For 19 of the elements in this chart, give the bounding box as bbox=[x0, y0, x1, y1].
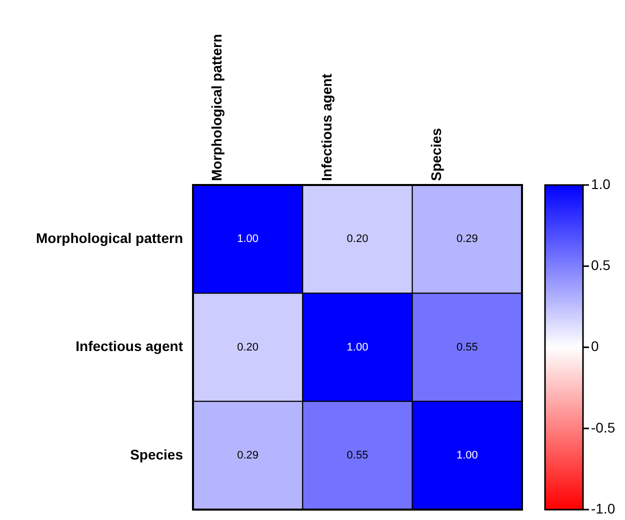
color-bar-label: 1.0 bbox=[591, 176, 611, 192]
color-bar-label: -1.0 bbox=[591, 500, 616, 516]
data-label: 0.20 bbox=[237, 341, 259, 354]
data-label: 0.20 bbox=[346, 233, 368, 246]
color-bar-label: 0 bbox=[591, 338, 599, 354]
y-tick-label: Infectious agent bbox=[76, 338, 184, 354]
color-bar-label: -0.5 bbox=[591, 419, 616, 436]
y-tick-label: Morphological pattern bbox=[36, 230, 183, 246]
data-label: 0.29 bbox=[237, 450, 259, 462]
x-tick-label: Infectious agent bbox=[318, 73, 334, 181]
data-label: 1.00 bbox=[237, 233, 259, 246]
data-label: 0.29 bbox=[456, 233, 478, 246]
data-label: 1.00 bbox=[346, 341, 368, 354]
data-label: 0.55 bbox=[346, 450, 368, 462]
data-label: 0.55 bbox=[456, 341, 478, 354]
color-bar-label: 0.5 bbox=[591, 257, 611, 274]
x-tick-label: Species bbox=[428, 128, 444, 181]
y-tick-label: Species bbox=[130, 446, 184, 462]
data-label: 1.00 bbox=[456, 450, 478, 462]
